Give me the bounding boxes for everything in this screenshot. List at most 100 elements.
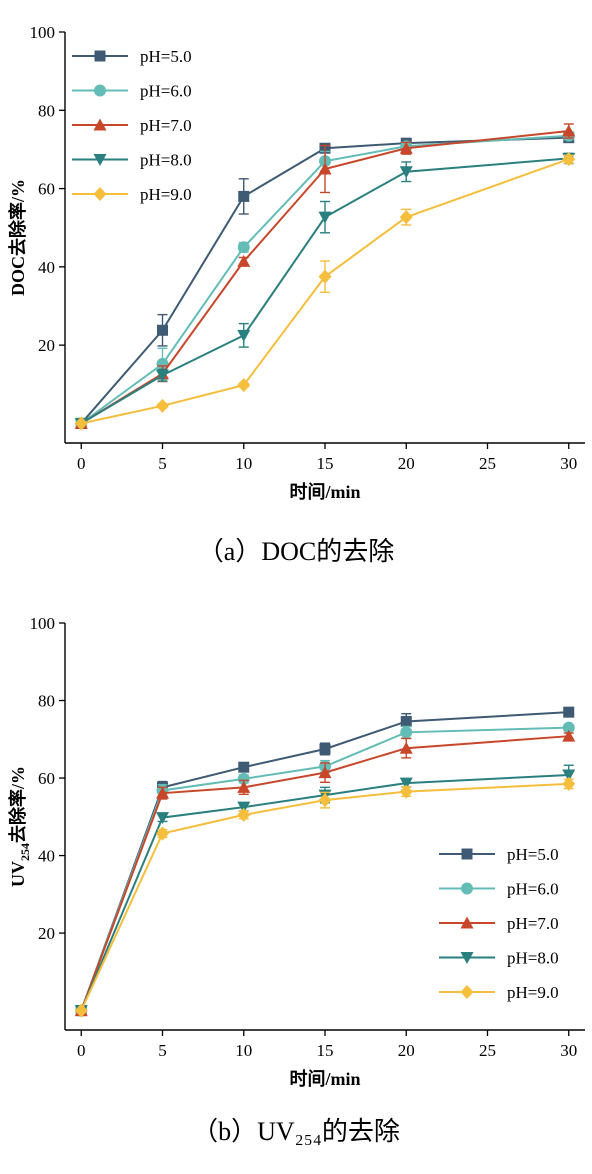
data-point bbox=[399, 166, 413, 179]
series-line bbox=[81, 158, 570, 425]
legend-item: pH=9.0 bbox=[439, 983, 559, 1002]
legend-label: pH=5.0 bbox=[140, 47, 192, 66]
x-axis-label: 时间/min bbox=[289, 482, 360, 502]
series-line bbox=[80, 136, 569, 425]
legend-label: pH=8.0 bbox=[140, 151, 192, 170]
y-axis-label: UV254去除率/% bbox=[7, 766, 32, 887]
data-point bbox=[237, 801, 251, 814]
data-point bbox=[318, 793, 332, 808]
data-point bbox=[157, 324, 168, 336]
x-tick-label: 20 bbox=[398, 1041, 415, 1060]
legend-label: pH=6.0 bbox=[507, 880, 559, 899]
legend-marker bbox=[461, 848, 473, 860]
legend-item: pH=8.0 bbox=[439, 949, 559, 968]
series-line bbox=[80, 782, 569, 1012]
x-tick-label: 20 bbox=[398, 454, 415, 473]
series-line bbox=[80, 773, 569, 1012]
legend-item: pH=7.0 bbox=[72, 116, 192, 135]
data-point bbox=[399, 141, 413, 154]
figure-caption: （b）UV₂₅₄的去除 bbox=[192, 1117, 400, 1146]
series-line bbox=[80, 711, 569, 1011]
data-point bbox=[237, 780, 251, 793]
data-point bbox=[562, 729, 576, 742]
data-point bbox=[237, 378, 251, 393]
figure-caption: （a）DOC的去除 bbox=[198, 537, 394, 566]
x-tick-label: 10 bbox=[235, 1041, 252, 1060]
legend-item: pH=6.0 bbox=[72, 82, 192, 101]
legend-marker bbox=[460, 916, 474, 929]
data-point bbox=[237, 807, 251, 822]
x-tick-label: 5 bbox=[158, 1041, 167, 1060]
series-line bbox=[80, 157, 569, 425]
chart-panel-uv254: 20 40 60 80 100 0 5 10 15 20 25 30 时间/min UV254去除率/% p… bbox=[7, 614, 585, 1146]
y-tick-label: 80 bbox=[38, 692, 55, 711]
legend-marker bbox=[93, 118, 107, 131]
legend-label: pH=9.0 bbox=[507, 983, 559, 1002]
legend-label: pH=6.0 bbox=[140, 82, 192, 101]
data-point bbox=[562, 769, 576, 782]
data-point bbox=[74, 416, 88, 431]
data-point bbox=[563, 706, 575, 718]
y-axis-label-main: UV bbox=[8, 861, 28, 887]
y-tick-label: 100 bbox=[30, 614, 56, 633]
legend-item: pH=6.0 bbox=[439, 880, 559, 899]
x-tick-label: 25 bbox=[479, 454, 496, 473]
series-pH=9.0 bbox=[74, 776, 576, 1018]
y-tick-label: 80 bbox=[38, 101, 55, 120]
legend-marker bbox=[461, 882, 473, 895]
y-tick-label: 20 bbox=[38, 924, 55, 943]
y-tick-label: 100 bbox=[30, 23, 56, 42]
data-point bbox=[562, 124, 576, 137]
chart-panel-doc: 20 40 60 80 100 0 5 10 15 20 25 30 时间/min DOC去除率/% pH=… bbox=[7, 23, 585, 566]
x-tick-label: 15 bbox=[317, 1041, 334, 1060]
data-point bbox=[156, 369, 169, 382]
data-point bbox=[399, 210, 413, 225]
y-axis-label-rest: 去除率/% bbox=[7, 766, 28, 843]
legend-label: pH=5.0 bbox=[507, 845, 559, 864]
x-axis-label: 时间/min bbox=[289, 1069, 360, 1089]
series-pH=7.0 bbox=[74, 729, 576, 1017]
data-point bbox=[238, 761, 250, 773]
data-point bbox=[156, 826, 169, 841]
y-tick-label: 40 bbox=[38, 847, 55, 866]
data-point bbox=[399, 784, 413, 799]
data-point bbox=[238, 190, 250, 202]
legend-marker bbox=[460, 952, 474, 964]
legend-label: pH=7.0 bbox=[507, 914, 559, 933]
x-tick-label: 5 bbox=[158, 454, 167, 473]
legend-item: pH=5.0 bbox=[439, 845, 559, 864]
data-point bbox=[399, 741, 413, 754]
data-point bbox=[237, 329, 251, 342]
x-tick-label: 0 bbox=[77, 454, 86, 473]
legend-label: pH=9.0 bbox=[140, 185, 192, 204]
series-line bbox=[80, 735, 569, 1011]
data-point bbox=[318, 766, 332, 779]
x-tick-label: 10 bbox=[235, 454, 252, 473]
x-tick-label: 0 bbox=[77, 1041, 86, 1060]
legend-item: pH=7.0 bbox=[439, 914, 559, 933]
x-tick-label: 30 bbox=[560, 454, 577, 473]
data-point bbox=[562, 776, 576, 791]
legend-item: pH=5.0 bbox=[72, 47, 192, 66]
data-point bbox=[156, 398, 169, 413]
data-point bbox=[318, 211, 332, 224]
legend-marker bbox=[93, 187, 107, 201]
data-point bbox=[319, 743, 331, 755]
legend-marker bbox=[94, 50, 106, 62]
data-point bbox=[399, 777, 413, 790]
legend-marker bbox=[460, 985, 474, 999]
x-tick-label: 15 bbox=[317, 454, 334, 473]
legend-item: pH=9.0 bbox=[72, 185, 192, 204]
y-tick-label: 40 bbox=[38, 258, 55, 277]
y-axis-label: DOC去除率/% bbox=[7, 179, 28, 296]
y-tick-label: 60 bbox=[38, 769, 55, 788]
data-point bbox=[318, 269, 332, 284]
data-point bbox=[562, 152, 576, 167]
x-tick-label: 25 bbox=[479, 1041, 496, 1060]
y-axis-label-subscript: 254 bbox=[18, 843, 32, 861]
data-point bbox=[237, 254, 251, 267]
data-point bbox=[562, 721, 575, 734]
x-tick-label: 30 bbox=[560, 1041, 577, 1060]
data-point bbox=[74, 1003, 88, 1018]
